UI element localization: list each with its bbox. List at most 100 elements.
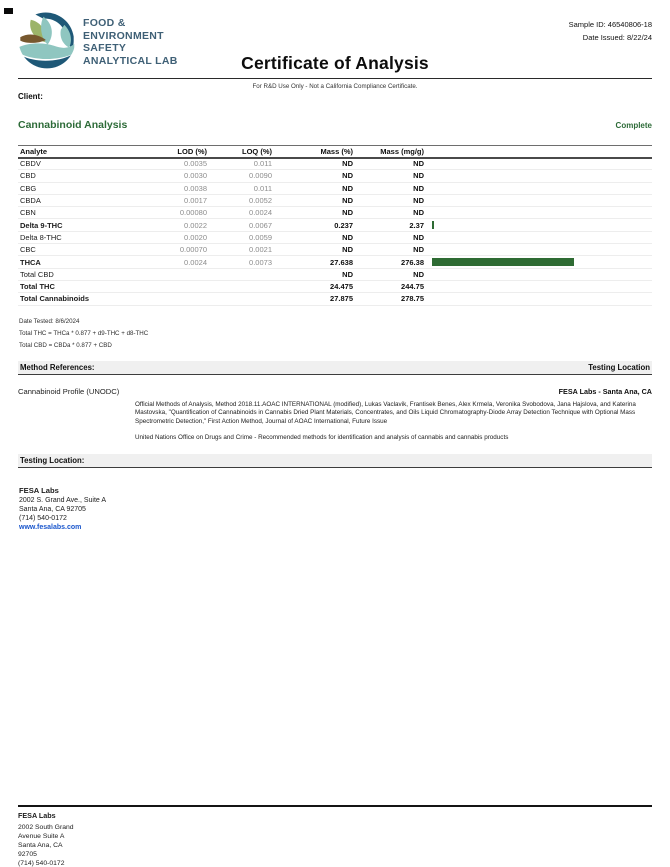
fesa-logo-icon — [18, 11, 76, 69]
result-bar — [432, 220, 434, 230]
section-header: Cannabinoid Analysis Complete — [18, 119, 652, 131]
note-line: Date Tested: 8/6/2024 — [19, 318, 80, 325]
loq-cell: 0.0059 — [207, 231, 272, 245]
lab-name: FOOD & ENVIRONMENT SAFETY ANALYTICAL LAB — [83, 17, 178, 67]
loq-cell: 0.0067 — [207, 218, 272, 232]
note-line: Total THC = THCa * 0.877 + d9-THC + d8-T… — [19, 329, 149, 337]
table-row: THCA 0.0024 0.0073 27.638 276.38 — [18, 255, 652, 269]
analyte-cell: CBN — [18, 206, 168, 220]
page-number: Page 2 of 2 — [74, 811, 670, 867]
mass-mgg-cell: ND — [353, 268, 424, 281]
method-name: Cannabinoid Profile (UNODC) — [18, 387, 120, 396]
table-row: Delta 8-THC 0.0020 0.0059 ND ND — [18, 231, 652, 245]
mass-pct-cell: ND — [272, 157, 353, 171]
method-testing-location: FESA Labs - Santa Ana, CA — [558, 387, 652, 396]
result-bar — [432, 257, 575, 267]
lod-cell: 0.00070 — [168, 243, 207, 257]
table-row: CBG 0.0038 0.011 ND ND — [18, 182, 652, 195]
document-meta: Sample ID: 46540806-18 Date Issued: 8/22… — [569, 18, 652, 44]
result-bar-cell — [424, 231, 652, 245]
column-header: Mass (%) — [272, 145, 353, 159]
citation-paragraph: United Nations Office on Drugs and Crime… — [135, 433, 509, 441]
table-row: CBDV 0.0035 0.011 ND ND — [18, 157, 652, 171]
mass-pct-cell: ND — [272, 243, 353, 257]
sample-id: Sample ID: 46540806-18 — [568, 20, 652, 29]
lod-cell: 0.0020 — [168, 231, 207, 245]
column-header: LOQ (%) — [207, 145, 272, 159]
lab-name-text: FESA Labs — [19, 486, 59, 495]
lod-cell: 0.0017 — [168, 194, 207, 208]
cannabinoid-table: Analyte LOD (%) LOQ (%) Mass (%) Mass (mg/g)… — [18, 145, 652, 306]
column-header: LOD (%) — [168, 145, 207, 159]
method-references-bar: Method References: Testing Location — [18, 361, 652, 375]
mass-mgg-cell: ND — [353, 182, 424, 195]
result-notes: Date Tested: 8/6/2024 Total THC = THCa *… — [19, 318, 148, 353]
mass-mgg-cell: 244.75 — [353, 280, 424, 294]
analyte-cell: Total Cannabinoids — [18, 292, 168, 306]
table-row: CBN 0.00080 0.0024 ND ND — [18, 206, 652, 220]
website-link[interactable]: www.fesalabs.com — [19, 524, 82, 531]
lod-cell: 0.0030 — [168, 169, 207, 183]
lod-cell: 0.0024 — [168, 255, 207, 269]
lod-cell — [168, 292, 207, 306]
testing-location-address: FESA Labs 2002 S. Grand Ave., Suite A Sa… — [19, 486, 106, 532]
mass-mgg-cell: ND — [353, 243, 424, 257]
loq-cell: 0.011 — [207, 157, 272, 171]
loq-cell: 0.0052 — [207, 194, 272, 208]
mass-pct-cell: ND — [272, 194, 353, 208]
lab-name-line: FOOD & — [83, 17, 126, 29]
lod-cell: 0.0022 — [168, 218, 207, 232]
footer-divider — [18, 805, 652, 807]
mass-pct-cell: 27.638 — [272, 255, 353, 269]
scan-artifact — [4, 8, 13, 14]
table-row: CBC 0.00070 0.0021 ND ND — [18, 243, 652, 257]
analyte-cell: Total CBD — [18, 268, 168, 281]
address-line: (714) 540-0172 — [19, 515, 67, 522]
lod-cell — [168, 268, 207, 281]
result-bar-cell — [424, 292, 652, 306]
table-row: Total THC 24.475 244.75 — [18, 280, 652, 294]
analyte-cell: CBC — [18, 243, 168, 257]
loq-cell — [207, 268, 272, 281]
result-bar-cell — [424, 157, 652, 171]
method-row: Cannabinoid Profile (UNODC) FESA Labs - … — [18, 387, 652, 396]
analyte-cell: CBD — [18, 169, 168, 183]
lod-cell: 0.0035 — [168, 157, 207, 171]
testing-location-column-label: Testing Location — [588, 362, 650, 372]
analyte-cell: CBG — [18, 182, 168, 195]
loq-cell: 0.0024 — [207, 206, 272, 220]
footer-lab-name: FESA Labs — [18, 811, 56, 820]
mass-pct-cell: 0.237 — [272, 218, 353, 232]
column-header: Analyte — [18, 145, 168, 159]
result-bar-cell — [424, 194, 652, 208]
status-badge: Complete — [615, 121, 652, 130]
loq-cell: 0.011 — [207, 182, 272, 195]
lab-name-line: ENVIRONMENT — [83, 29, 164, 42]
analyte-cell: Delta 8-THC — [18, 231, 168, 245]
disclaimer-text: For R&D Use Only - Not a California Comp… — [252, 83, 418, 90]
result-bar-cell — [424, 255, 652, 269]
table-row: CBD 0.0030 0.0090 ND ND — [18, 169, 652, 183]
lab-name-line: SAFETY — [83, 42, 127, 54]
result-bar-cell — [424, 218, 652, 232]
mass-pct-cell: ND — [272, 206, 353, 220]
result-bar-cell — [424, 206, 652, 220]
result-bar-cell — [424, 268, 652, 281]
mass-pct-cell: 27.875 — [272, 292, 353, 306]
loq-cell: 0.0073 — [207, 255, 272, 269]
loq-cell: 0.0090 — [207, 169, 272, 183]
table-row: Delta 9-THC 0.0022 0.0067 0.237 2.37 — [18, 218, 652, 232]
lab-name-line: ANALYTICAL LAB — [83, 54, 178, 67]
method-references-label: Method References: — [20, 362, 95, 372]
mass-mgg-cell: ND — [353, 169, 424, 183]
date-issued: Date Issued: 8/22/24 — [582, 33, 652, 42]
table-header-row: Analyte LOD (%) LOQ (%) Mass (%) Mass (mg/g) — [18, 145, 652, 159]
result-bar-cell — [424, 182, 652, 195]
mass-pct-cell: 24.475 — [272, 280, 353, 294]
address-line: 2002 S. Grand Ave., Suite A — [19, 497, 107, 504]
analyte-cell: THCA — [18, 255, 168, 269]
client-label: Client: — [18, 92, 43, 101]
column-header: Mass (mg/g) — [353, 145, 424, 159]
mass-mgg-cell: ND — [353, 157, 424, 171]
